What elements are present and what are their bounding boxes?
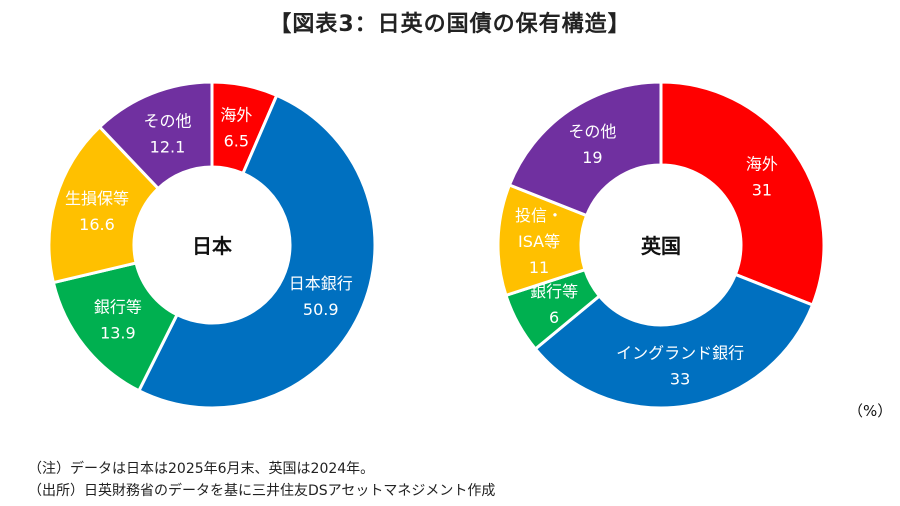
slice-japan-4 — [97, 80, 214, 191]
slice-label-uk-3: ISA等 — [518, 232, 560, 251]
slice-value-uk-1: 33 — [670, 369, 690, 388]
slice-uk-0 — [659, 80, 826, 307]
unit-label: （%） — [848, 402, 893, 420]
slice-label-japan-2: 銀行等 — [94, 297, 142, 316]
source-line: （出所）日英財務省のデータを基に三井住友DSアセットマネジメント作成 — [28, 483, 496, 499]
note-line: （注）データは日本は2025年6月末、英国は2024年。 — [28, 461, 375, 477]
slice-uk-4 — [507, 80, 663, 218]
donut-uk: 海外 31 イングランド銀行 33 銀行等 6 投信・ ISA等 11 その他 19 英国 — [496, 80, 826, 410]
slice-value-japan-3: 16.6 — [79, 215, 115, 234]
slice-value-japan-0: 6.5 — [224, 131, 249, 150]
chart-title: 【図表3：日英の国債の保有構造】 — [269, 12, 631, 37]
slice-value-uk-0: 31 — [752, 180, 772, 199]
slice-japan-1 — [136, 93, 377, 410]
center-label-japan: 日本 — [192, 234, 232, 258]
slice-label-uk-1: イングランド銀行 — [616, 343, 744, 362]
slice-value-uk-4: 19 — [582, 148, 602, 167]
slice-label-uk-0: 海外 — [746, 154, 778, 173]
slice-label-uk-2: 銀行等 — [530, 282, 578, 301]
slice-value-japan-4: 12.1 — [150, 138, 186, 157]
slice-value-japan-1: 50.9 — [303, 300, 339, 319]
slice-label-japan-1: 日本銀行 — [289, 274, 353, 293]
slice-label-uk-3: 投信・ — [515, 206, 563, 225]
donut-japan: 海外 6.5 日本銀行 50.9 銀行等 13.9 生損保等 16.6 その他 12.1 日本 — [47, 80, 377, 410]
slice-label-japan-4: その他 — [143, 112, 191, 131]
center-label-uk: 英国 — [641, 234, 681, 258]
slice-value-japan-2: 13.9 — [100, 323, 136, 342]
slice-value-uk-2: 6 — [549, 308, 559, 327]
slice-uk-1 — [533, 272, 815, 410]
slice-value-uk-3: 11 — [529, 258, 549, 277]
slice-label-japan-3: 生損保等 — [65, 189, 129, 208]
slice-label-japan-0: 海外 — [220, 105, 252, 124]
slice-label-uk-4: その他 — [568, 122, 616, 141]
